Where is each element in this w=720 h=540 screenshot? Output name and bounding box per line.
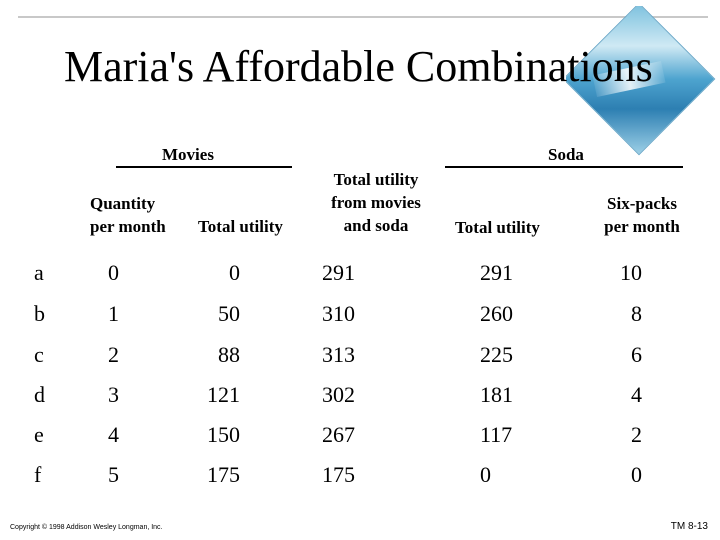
soda-group-label: Soda (548, 145, 584, 164)
row-label: f (34, 462, 42, 487)
soda-utility-cell: 117 (480, 422, 513, 447)
movies-quantity-cell: 4 (108, 422, 119, 447)
total-utility-cell: 310 (322, 301, 355, 326)
sixpacks-cell: 0 (631, 462, 642, 487)
soda-utility-cell: 181 (480, 382, 513, 407)
soda-utility-cell: 260 (480, 301, 513, 326)
movies-quantity-cell: 0 (108, 260, 119, 285)
movies-total-utility-header-text: Total utility (198, 217, 283, 236)
table-row-b: b 1 50 310 260 8 (0, 300, 720, 340)
sixpacks-cell: 4 (631, 382, 642, 407)
movies-quantity-cell: 1 (108, 301, 119, 326)
soda-utility-cell: 0 (480, 462, 491, 487)
sixpacks-header-line-2: per month (604, 217, 680, 236)
combined-utility-header-line-1: Total utility (333, 170, 419, 189)
total-utility-cell: 313 (322, 342, 355, 367)
combined-utility-header-line-2: from movies (331, 193, 421, 212)
total-utility-cell: 291 (322, 260, 355, 285)
sixpacks-cell: 6 (631, 342, 642, 367)
total-utility-cell: 175 (322, 462, 355, 487)
copyright-notice: Copyright © 1998 Addison Wesley Longman,… (10, 524, 163, 531)
title-rule (18, 16, 708, 18)
sixpacks-header: Six-packs per month (596, 192, 688, 238)
movies-utility-cell: 0 (229, 260, 240, 285)
movies-quantity-cell: 5 (108, 462, 119, 487)
page-title: Maria's Affordable Combinations (64, 42, 653, 91)
movies-quantity-cell: 2 (108, 342, 119, 367)
soda-total-utility-header: Total utility (455, 216, 540, 239)
quantity-header: Quantity per month (90, 192, 166, 238)
table-row-c: c 2 88 313 225 6 (0, 341, 720, 381)
slide-id: TM 8-13 (670, 521, 708, 532)
soda-utility-cell: 225 (480, 342, 513, 367)
soda-utility-cell: 291 (480, 260, 513, 285)
sixpacks-cell: 8 (631, 301, 642, 326)
movies-group-label: Movies (162, 145, 214, 164)
sixpacks-cell: 10 (620, 260, 642, 285)
movies-utility-cell: 50 (218, 301, 240, 326)
table-row-a: a 0 0 291 291 10 (0, 259, 720, 299)
movies-utility-cell: 175 (207, 462, 240, 487)
total-utility-cell: 267 (322, 422, 355, 447)
combined-utility-header: Total utility from movies and soda (316, 168, 436, 237)
quantity-header-line-2: per month (90, 217, 166, 236)
row-label: c (34, 342, 44, 367)
table-row-e: e 4 150 267 117 2 (0, 421, 720, 461)
table-row-f: f 5 175 175 0 0 (0, 461, 720, 501)
movies-quantity-cell: 3 (108, 382, 119, 407)
table-row-d: d 3 121 302 181 4 (0, 381, 720, 421)
row-label: a (34, 260, 44, 285)
movies-group-rule (116, 166, 292, 168)
movies-utility-cell: 88 (218, 342, 240, 367)
movies-total-utility-header: Total utility (198, 215, 283, 238)
total-utility-cell: 302 (322, 382, 355, 407)
row-label: e (34, 422, 44, 447)
quantity-header-line-1: Quantity (90, 194, 156, 213)
movies-utility-cell: 150 (207, 422, 240, 447)
soda-group-rule (445, 166, 683, 168)
movies-utility-cell: 121 (207, 382, 240, 407)
combined-utility-header-line-3: and soda (343, 216, 409, 235)
sixpacks-cell: 2 (631, 422, 642, 447)
row-label: d (34, 382, 45, 407)
sixpacks-header-line-1: Six-packs (607, 194, 677, 213)
soda-total-utility-header-text: Total utility (455, 218, 540, 237)
row-label: b (34, 301, 45, 326)
